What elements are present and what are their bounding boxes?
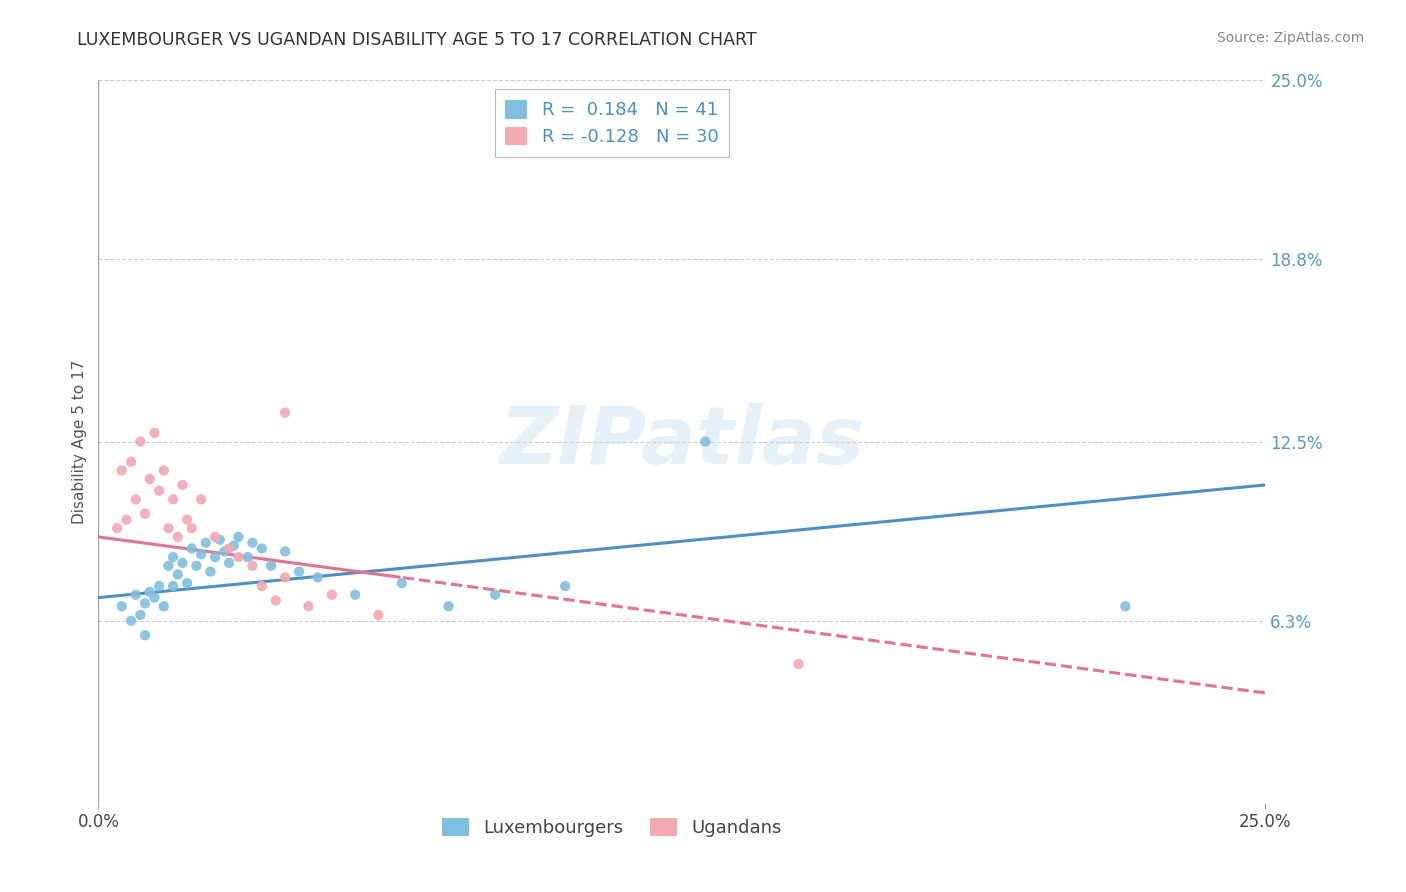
Point <box>695 434 717 449</box>
Point <box>204 550 226 565</box>
Point <box>200 565 222 579</box>
Point <box>297 599 319 614</box>
Point <box>264 593 287 607</box>
Point <box>208 533 231 547</box>
Point <box>105 521 128 535</box>
Point <box>214 544 236 558</box>
Point <box>139 472 162 486</box>
Point <box>437 599 460 614</box>
Point <box>134 507 156 521</box>
Point <box>367 607 389 622</box>
Point <box>190 492 212 507</box>
Text: ZIPatlas: ZIPatlas <box>499 402 865 481</box>
Point <box>176 512 198 526</box>
Point <box>787 657 810 671</box>
Point <box>204 530 226 544</box>
Point <box>129 434 152 449</box>
Point <box>166 567 188 582</box>
Point <box>157 521 180 535</box>
Point <box>260 558 283 573</box>
Point <box>228 530 250 544</box>
Point <box>166 530 188 544</box>
Point <box>391 576 413 591</box>
Point <box>236 550 259 565</box>
Text: LUXEMBOURGER VS UGANDAN DISABILITY AGE 5 TO 17 CORRELATION CHART: LUXEMBOURGER VS UGANDAN DISABILITY AGE 5… <box>77 31 756 49</box>
Point <box>148 483 170 498</box>
Point <box>172 478 194 492</box>
Point <box>143 591 166 605</box>
Point <box>115 512 138 526</box>
Point <box>190 547 212 561</box>
Point <box>228 550 250 565</box>
Point <box>307 570 329 584</box>
Point <box>274 544 297 558</box>
Point <box>143 425 166 440</box>
Point <box>111 599 134 614</box>
Point <box>180 521 202 535</box>
Point <box>274 570 297 584</box>
Point <box>218 556 240 570</box>
Point <box>1114 599 1136 614</box>
Point <box>125 492 148 507</box>
Point <box>274 406 297 420</box>
Point <box>321 588 343 602</box>
Point <box>186 558 208 573</box>
Point <box>554 579 576 593</box>
Point <box>120 455 142 469</box>
Point <box>242 535 264 549</box>
Point <box>120 614 142 628</box>
Point <box>222 539 245 553</box>
Point <box>157 558 180 573</box>
Point <box>152 599 174 614</box>
Point <box>139 584 162 599</box>
Point <box>162 492 184 507</box>
Point <box>250 579 273 593</box>
Legend: Luxembourgers, Ugandans: Luxembourgers, Ugandans <box>434 811 789 845</box>
Point <box>242 558 264 573</box>
Point <box>344 588 367 602</box>
Point <box>129 607 152 622</box>
Point <box>162 550 184 565</box>
Point <box>162 579 184 593</box>
Point <box>152 463 174 477</box>
Y-axis label: Disability Age 5 to 17: Disability Age 5 to 17 <box>72 359 87 524</box>
Point <box>125 588 148 602</box>
Point <box>218 541 240 556</box>
Text: Source: ZipAtlas.com: Source: ZipAtlas.com <box>1216 31 1364 45</box>
Point <box>180 541 202 556</box>
Point <box>134 596 156 610</box>
Point <box>176 576 198 591</box>
Point <box>148 579 170 593</box>
Point <box>194 535 217 549</box>
Point <box>250 541 273 556</box>
Point <box>484 588 506 602</box>
Point <box>111 463 134 477</box>
Point <box>134 628 156 642</box>
Point <box>288 565 311 579</box>
Point <box>172 556 194 570</box>
